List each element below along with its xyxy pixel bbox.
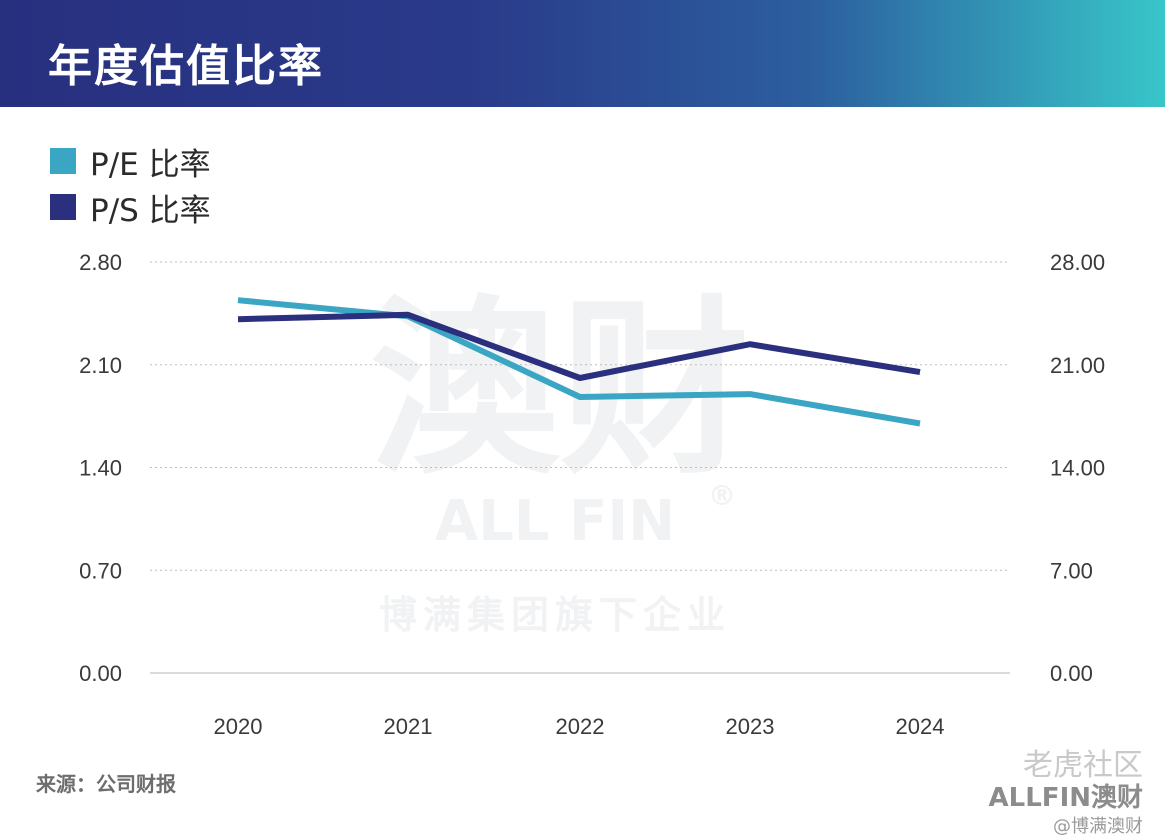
brand-handle: @博满澳财	[1053, 816, 1143, 837]
header-banner: 年度估值比率	[0, 0, 1165, 107]
watermark-registered: ®	[708, 479, 736, 512]
y-axis-right: 28.00 21.00 14.00 7.00 0.00	[1050, 250, 1105, 686]
x-tick-label: 2023	[726, 714, 775, 739]
y-right-tick-label: 7.00	[1050, 558, 1093, 583]
x-tick-label: 2021	[384, 714, 433, 739]
x-axis: 2020 2021 2022 2023 2024	[214, 714, 945, 739]
legend-swatch-pe	[50, 148, 76, 174]
y-right-tick-label: 28.00	[1050, 250, 1105, 275]
allfin-logo: ALLFIN澳财	[988, 783, 1143, 813]
x-tick-label: 2024	[896, 714, 945, 739]
series-lines	[237, 297, 921, 427]
watermark-brand: ALL FIN	[435, 489, 675, 554]
page-title: 年度估值比率	[48, 41, 324, 92]
legend-label-pe: P/E 比率	[90, 146, 211, 183]
y-right-tick-label: 21.00	[1050, 353, 1105, 378]
community-logo: 老虎社区	[1023, 748, 1143, 783]
legend-label-ps: P/S 比率	[90, 192, 211, 229]
y-left-tick-label: 1.40	[79, 456, 122, 481]
y-right-tick-label: 0.00	[1050, 661, 1093, 686]
watermark: 澳财 ALL FIN ® 博满集团旗下企业	[370, 279, 750, 637]
y-left-tick-label: 2.10	[79, 353, 122, 378]
y-axis-left: 2.80 2.10 1.40 0.70 0.00	[79, 250, 122, 686]
legend-item-ps: P/S 比率	[50, 184, 211, 230]
series-line-ps	[237, 311, 921, 381]
y-left-tick-label: 0.00	[79, 661, 122, 686]
source-note: 来源：公司财报	[36, 772, 176, 796]
grid-lines	[150, 261, 1010, 674]
watermark-tagline: 博满集团旗下企业	[379, 593, 731, 637]
y-left-tick-label: 0.70	[79, 558, 122, 583]
y-left-tick-label: 2.80	[79, 250, 122, 275]
chart-legend: P/E 比率 P/S 比率	[50, 138, 211, 230]
y-right-tick-label: 14.00	[1050, 456, 1105, 481]
legend-swatch-ps	[50, 194, 76, 220]
legend-item-pe: P/E 比率	[50, 138, 211, 184]
series-line-pe	[237, 297, 921, 427]
brand-footer: 老虎社区 ALLFIN澳财 @博满澳财	[989, 740, 1143, 838]
x-tick-label: 2022	[556, 714, 605, 739]
x-tick-label: 2020	[214, 714, 263, 739]
